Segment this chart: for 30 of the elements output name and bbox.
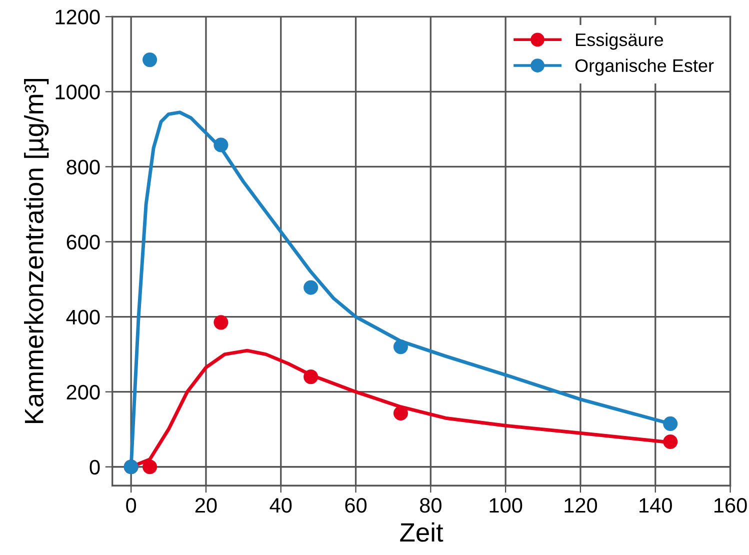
y-tick-label: 400 (66, 310, 100, 325)
x-tick-label: 0 (126, 498, 136, 513)
x-tick-label: 60 (345, 498, 367, 513)
y-tick-label: 600 (66, 234, 100, 250)
y-tick-label: 1200 (56, 10, 100, 24)
y-tick-label: 1000 (56, 84, 100, 100)
point (304, 280, 318, 295)
x-tick-label: 100 (490, 498, 522, 513)
y-axis-title: Kammerkonzentration [µg/m³] (24, 78, 49, 424)
x-tick-label: 80 (420, 498, 442, 513)
point (663, 434, 678, 450)
point (304, 370, 318, 384)
point (214, 315, 228, 330)
x-tick-label: 160 (714, 498, 747, 513)
x-tick-label: 140 (640, 498, 672, 513)
legend-label: Essigsäure (576, 32, 664, 50)
point (214, 138, 228, 152)
legend-label: Organische Ester (575, 58, 714, 76)
x-tick-label: 40 (270, 498, 292, 513)
x-tick-label: 120 (564, 498, 598, 513)
x-axis-title: Zeit (400, 522, 444, 542)
point (663, 416, 678, 432)
y-tick-label: 200 (66, 384, 100, 400)
y-tick-label: 0 (90, 460, 100, 475)
point (142, 460, 158, 474)
y-tick-label: 800 (66, 160, 100, 174)
x-tick-label: 20 (195, 498, 217, 513)
point (393, 406, 408, 420)
point (393, 340, 408, 354)
point (142, 52, 158, 68)
